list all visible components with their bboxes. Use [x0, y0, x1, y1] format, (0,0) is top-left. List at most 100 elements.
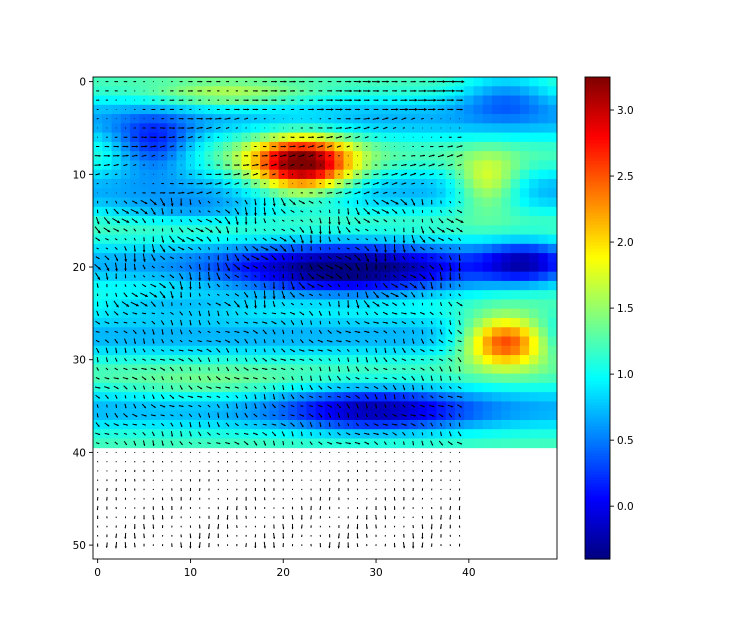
heatmap-cell	[547, 401, 558, 412]
quiver-arrowhead	[256, 108, 259, 111]
heatmap-cell	[492, 401, 502, 412]
quiver-arrowhead	[431, 267, 434, 269]
quiver-arrowhead	[180, 304, 182, 306]
quiver-arrowhead	[451, 145, 453, 148]
quiver-arrowhead	[190, 340, 193, 343]
quiver-arrowhead	[339, 118, 341, 120]
quiver-arrowhead	[180, 276, 183, 280]
quiver-arrowhead	[319, 221, 322, 224]
heatmap-cell	[473, 253, 484, 263]
quiver-arrowhead	[264, 341, 266, 344]
quiver-arrowhead	[346, 305, 350, 308]
quiver-arrowhead	[125, 285, 127, 287]
quiver-arrowhead	[394, 211, 398, 214]
quiver-arrowhead	[209, 191, 212, 194]
quiver-arrowhead	[170, 203, 174, 207]
heatmap-cell	[501, 86, 511, 96]
quiver-arrowhead	[198, 425, 201, 428]
heatmap-cell	[519, 206, 530, 217]
quiver-arrowhead	[217, 369, 220, 371]
heatmap-cell	[473, 95, 484, 106]
quiver-arrowhead	[218, 350, 221, 353]
heatmap-cell	[538, 308, 549, 319]
heatmap-cell	[529, 327, 539, 337]
quiver-arrowhead	[329, 285, 332, 287]
quiver-arrowhead	[209, 331, 211, 333]
heatmap-cell	[519, 345, 530, 356]
quiver-arrowhead	[459, 285, 461, 287]
quiver-arrowhead	[339, 257, 342, 260]
quiver-arrowhead	[264, 276, 266, 278]
quiver-arrowhead	[422, 341, 424, 344]
quiver-arrowhead	[319, 240, 322, 243]
quiver-arrowhead	[311, 341, 314, 343]
quiver-arrowhead	[403, 267, 405, 268]
quiver-arrowhead	[330, 191, 333, 194]
quiver-arrowhead	[301, 388, 304, 391]
quiver-arrowhead	[376, 108, 379, 111]
heatmap-cell	[473, 141, 484, 152]
heatmap-cell	[510, 216, 521, 226]
quiver-arrowhead	[460, 220, 464, 223]
quiver-arrowhead	[199, 202, 201, 205]
quiver-arrowhead	[386, 173, 389, 176]
quiver-arrowhead	[339, 340, 342, 343]
quiver-arrowhead	[366, 415, 368, 417]
quiver-arrowhead	[125, 229, 128, 232]
quiver-arrowhead	[422, 118, 424, 120]
quiver-arrowhead	[154, 108, 156, 111]
quiver-arrowhead	[441, 405, 444, 408]
quiver-arrowhead	[431, 388, 433, 390]
quiver-arrowhead	[226, 416, 229, 419]
quiver-arrowhead	[228, 331, 230, 333]
heatmap-cell	[529, 401, 539, 412]
heatmap-cell	[519, 410, 530, 421]
quiver-arrowhead	[134, 342, 136, 344]
quiver-arrowhead	[366, 360, 368, 363]
quiver-arrowhead	[237, 90, 238, 92]
heatmap-cell	[547, 262, 558, 273]
quiver-arrowhead	[386, 108, 389, 111]
quiver-arrowhead	[302, 80, 305, 83]
heatmap-cell	[529, 280, 539, 291]
quiver-arrowhead	[246, 313, 248, 315]
heatmap-cell	[547, 392, 558, 402]
quiver-arrowhead	[338, 314, 340, 316]
heatmap-cell	[464, 132, 474, 143]
quiver-arrowhead	[200, 182, 203, 185]
quiver-arrowhead	[450, 211, 452, 213]
quiver-arrowhead	[460, 405, 462, 408]
heatmap-cell	[473, 77, 484, 87]
heatmap-cell	[547, 253, 558, 263]
quiver-arrowhead	[124, 341, 127, 344]
quiver-arrowhead	[459, 294, 461, 296]
quiver-arrowhead	[422, 396, 424, 398]
quiver-arrowhead	[126, 136, 128, 138]
quiver-arrowhead	[451, 154, 454, 157]
quiver-arrowhead	[218, 164, 221, 166]
heatmap-cell	[529, 336, 539, 347]
quiver-arrowhead	[310, 258, 312, 259]
heatmap-cell	[538, 327, 549, 337]
quiver-arrowhead	[460, 340, 462, 343]
quiver-arrowhead	[255, 424, 257, 426]
quiver-arrowhead	[163, 285, 166, 288]
quiver-arrowhead	[256, 81, 257, 83]
quiver-arrowhead	[357, 340, 360, 343]
quiver-arrowhead	[171, 239, 175, 243]
quiver-arrowhead	[227, 360, 229, 362]
quiver-arrowhead	[359, 89, 362, 93]
quiver-arrowhead	[182, 117, 184, 120]
quiver-arrowhead	[162, 322, 164, 325]
quiver-arrowhead	[404, 202, 408, 205]
quiver-arrowhead	[367, 117, 370, 120]
quiver-arrowhead	[97, 416, 99, 418]
quiver-arrowhead	[292, 405, 295, 407]
quiver-arrowhead	[358, 126, 361, 129]
quiver-arrowhead	[348, 387, 350, 389]
quiver-arrowhead	[339, 182, 341, 185]
quiver-arrowhead	[301, 220, 304, 222]
quiver-arrowhead	[265, 415, 267, 417]
quiver-arrowhead	[124, 277, 127, 279]
quiver-arrowhead	[143, 239, 145, 242]
